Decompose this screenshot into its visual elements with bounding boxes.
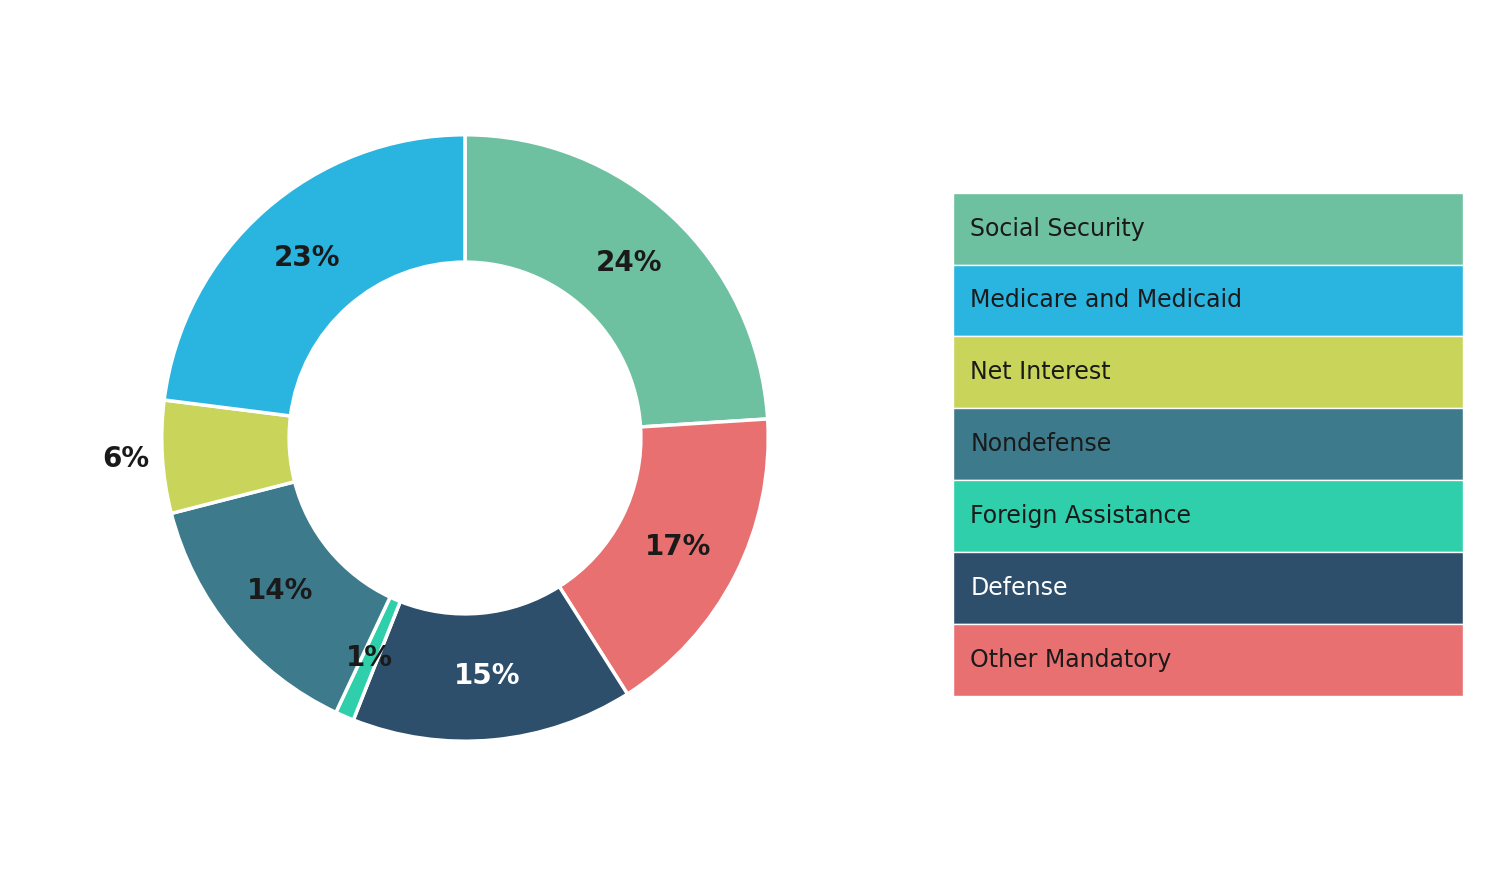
Text: 23%: 23% xyxy=(273,244,340,272)
Text: 24%: 24% xyxy=(596,250,662,278)
Wedge shape xyxy=(171,482,390,712)
Text: Social Security: Social Security xyxy=(970,216,1146,241)
Wedge shape xyxy=(354,587,627,741)
Text: Medicare and Medicaid: Medicare and Medicaid xyxy=(970,288,1242,313)
Text: Other Mandatory: Other Mandatory xyxy=(970,647,1172,672)
Text: 17%: 17% xyxy=(645,533,711,561)
Text: 14%: 14% xyxy=(248,576,314,604)
Text: 1%: 1% xyxy=(346,644,393,672)
Wedge shape xyxy=(465,135,768,427)
Text: Nondefense: Nondefense xyxy=(970,432,1112,456)
Wedge shape xyxy=(336,597,400,720)
Wedge shape xyxy=(560,419,768,694)
Text: 6%: 6% xyxy=(102,445,150,473)
Text: Foreign Assistance: Foreign Assistance xyxy=(970,504,1191,528)
Wedge shape xyxy=(164,135,465,416)
Text: Net Interest: Net Interest xyxy=(970,360,1112,385)
Text: Defense: Defense xyxy=(970,576,1068,600)
Text: 15%: 15% xyxy=(454,662,520,690)
Wedge shape xyxy=(162,400,294,513)
